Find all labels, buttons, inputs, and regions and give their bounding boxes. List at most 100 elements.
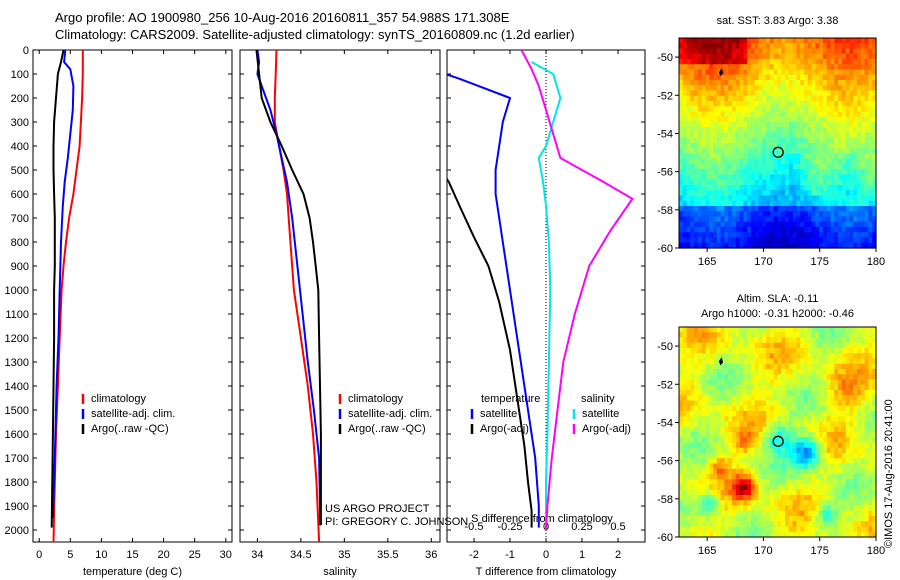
map-cell: [690, 411, 695, 417]
map-cell: [743, 337, 748, 344]
map-cell: [788, 468, 794, 475]
map-cell: [815, 169, 820, 176]
map-cell: [785, 416, 790, 423]
map-cell: [694, 374, 699, 381]
map-cell: [845, 327, 851, 333]
map-cell: [804, 80, 809, 86]
map-cell: [701, 232, 707, 239]
map-cell: [750, 405, 756, 412]
map-cell: [815, 242, 820, 249]
map-cell: [697, 416, 703, 423]
map-cell: [872, 531, 877, 538]
map-cell: [872, 358, 877, 365]
map-cell: [732, 437, 737, 444]
sla-map-ytick-label: -50: [657, 341, 673, 353]
map-cell: [690, 43, 695, 50]
map-cell: [747, 164, 752, 170]
map-cell: [815, 143, 820, 149]
map-cell: [690, 384, 695, 391]
temperature-legend-label: climatology: [91, 393, 147, 405]
map-cell: [838, 85, 843, 92]
map-cell: [724, 200, 729, 207]
map-cell: [841, 531, 847, 538]
map-cell: [686, 116, 691, 123]
map-cell: [754, 369, 760, 375]
map-cell: [709, 442, 714, 449]
map-cell: [781, 521, 786, 528]
map-cell: [815, 195, 820, 202]
map-cell: [690, 116, 695, 123]
map-cell: [758, 69, 763, 76]
map-cell: [777, 101, 782, 107]
map-cell: [785, 458, 790, 465]
map-cell: [754, 242, 760, 249]
map-cell: [769, 158, 775, 165]
ytick-label: 1600: [5, 429, 29, 441]
map-cell: [716, 74, 722, 81]
map-cell: [849, 53, 854, 60]
map-cell: [690, 148, 695, 155]
map-cell: [694, 395, 699, 402]
map-cell: [785, 369, 790, 375]
map-cell: [868, 458, 873, 465]
map-cell: [868, 185, 873, 191]
map-cell: [705, 227, 710, 233]
map-cell: [781, 116, 786, 123]
ytick-label: 1500: [5, 405, 29, 417]
map-cell: [826, 332, 832, 339]
map-cell: [845, 74, 851, 81]
map-cell: [849, 358, 854, 365]
map-cell: [720, 411, 726, 417]
map-cell: [762, 426, 767, 433]
map-cell: [857, 358, 862, 365]
map-cell: [815, 458, 820, 465]
map-cell: [747, 242, 752, 249]
map-cell: [826, 500, 832, 507]
map-cell: [705, 127, 710, 134]
map-cell: [762, 416, 767, 423]
map-cell: [766, 179, 771, 186]
map-cell: [788, 369, 794, 375]
map-cell: [720, 447, 726, 454]
map-cell: [686, 474, 691, 480]
map-cell: [694, 479, 699, 486]
map-cell: [815, 153, 820, 160]
map-cell: [857, 374, 862, 381]
map-cell: [739, 526, 745, 533]
map-cell: [735, 90, 741, 97]
map-cell: [705, 358, 710, 365]
map-cell: [788, 216, 794, 223]
ytick-label: 300: [11, 117, 29, 129]
map-cell: [796, 164, 801, 170]
map-cell: [811, 48, 816, 55]
map-cell: [747, 468, 752, 475]
map-cell: [826, 164, 832, 170]
map-cell: [739, 153, 745, 160]
map-cell: [796, 474, 801, 480]
map-cell: [766, 416, 771, 423]
map-cell: [815, 363, 820, 370]
map-cell: [785, 48, 790, 55]
map-cell: [758, 453, 763, 459]
map-cell: [845, 411, 851, 417]
map-cell: [713, 405, 718, 412]
map-cell: [690, 211, 695, 218]
map-cell: [739, 405, 745, 412]
map-cell: [838, 426, 843, 433]
map-cell: [735, 190, 741, 197]
map-cell: [860, 206, 866, 212]
map-cell: [864, 185, 870, 191]
map-cell: [853, 379, 858, 386]
ytick-label: 1900: [5, 501, 29, 513]
map-cell: [845, 489, 851, 496]
map-cell: [853, 69, 858, 76]
map-cell: [860, 463, 866, 470]
map-cell: [743, 43, 748, 50]
map-cell: [819, 363, 824, 370]
map-cell: [701, 411, 707, 417]
map-cell: [834, 242, 839, 249]
map-cell: [849, 521, 854, 528]
map-cell: [872, 80, 877, 86]
map-cell: [697, 137, 703, 144]
map-cell: [819, 400, 824, 407]
